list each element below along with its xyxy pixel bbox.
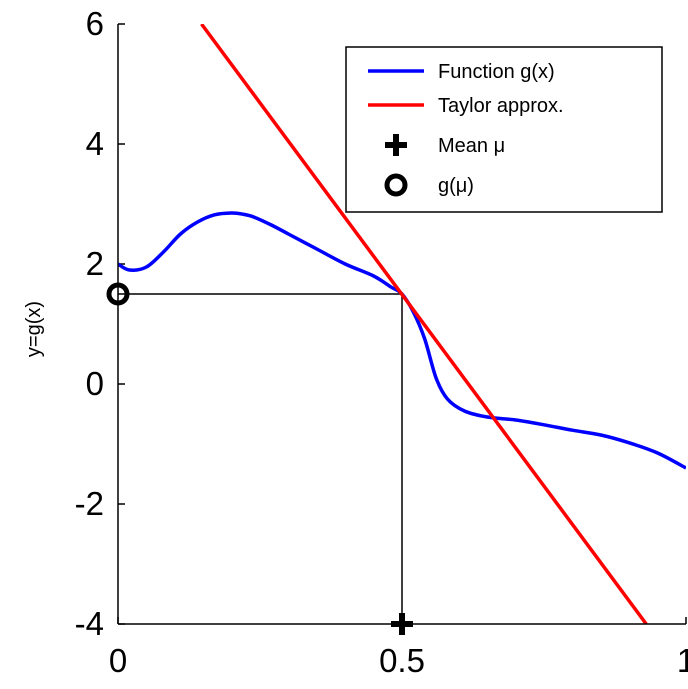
y-tick-label: -2 [75, 485, 104, 522]
plot-markers [106, 282, 413, 635]
legend-label: Mean μ [438, 135, 505, 157]
legend-label: Taylor approx. [438, 95, 564, 117]
legend: Function g(x) Taylor approx. Mean μ g(μ) [345, 46, 663, 213]
x-tick-label: 0 [109, 642, 127, 679]
series-line-taylor-approx [200, 24, 648, 624]
legend-swatch-circle [384, 173, 408, 197]
legend-swatch-plus [385, 134, 407, 156]
legend-label: g(μ) [438, 175, 474, 197]
y-tick-label: 0 [86, 365, 104, 402]
legend-label: Function g(x) [438, 61, 555, 83]
guide-lines [118, 293, 403, 624]
y-tick-label: 6 [86, 5, 104, 42]
legend-box [345, 46, 663, 213]
axis-ticks: -4 -2 0 2 4 6 0 0.5 1 [75, 5, 688, 679]
axes [117, 24, 686, 625]
x-tick-label: 0.5 [379, 642, 425, 679]
x-tick-label: 1 [677, 642, 688, 679]
plot-series [118, 24, 686, 624]
series-line-function-g-x [118, 211, 686, 470]
y-tick-label: 2 [86, 245, 104, 282]
y-tick-label: -4 [75, 605, 104, 642]
y-axis-label: y=g(x) [23, 301, 45, 357]
y-tick-label: 4 [86, 125, 104, 162]
